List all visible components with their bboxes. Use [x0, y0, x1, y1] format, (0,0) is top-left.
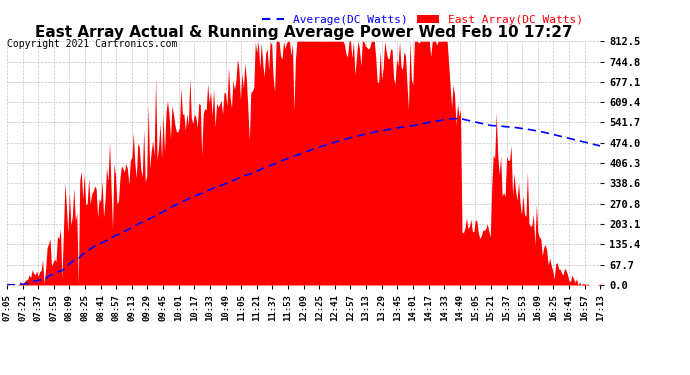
Legend: Average(DC Watts), East Array(DC Watts): Average(DC Watts), East Array(DC Watts) [262, 15, 583, 25]
Title: East Array Actual & Running Average Power Wed Feb 10 17:27: East Array Actual & Running Average Powe… [34, 25, 573, 40]
Text: Copyright 2021 Cartronics.com: Copyright 2021 Cartronics.com [7, 39, 177, 50]
